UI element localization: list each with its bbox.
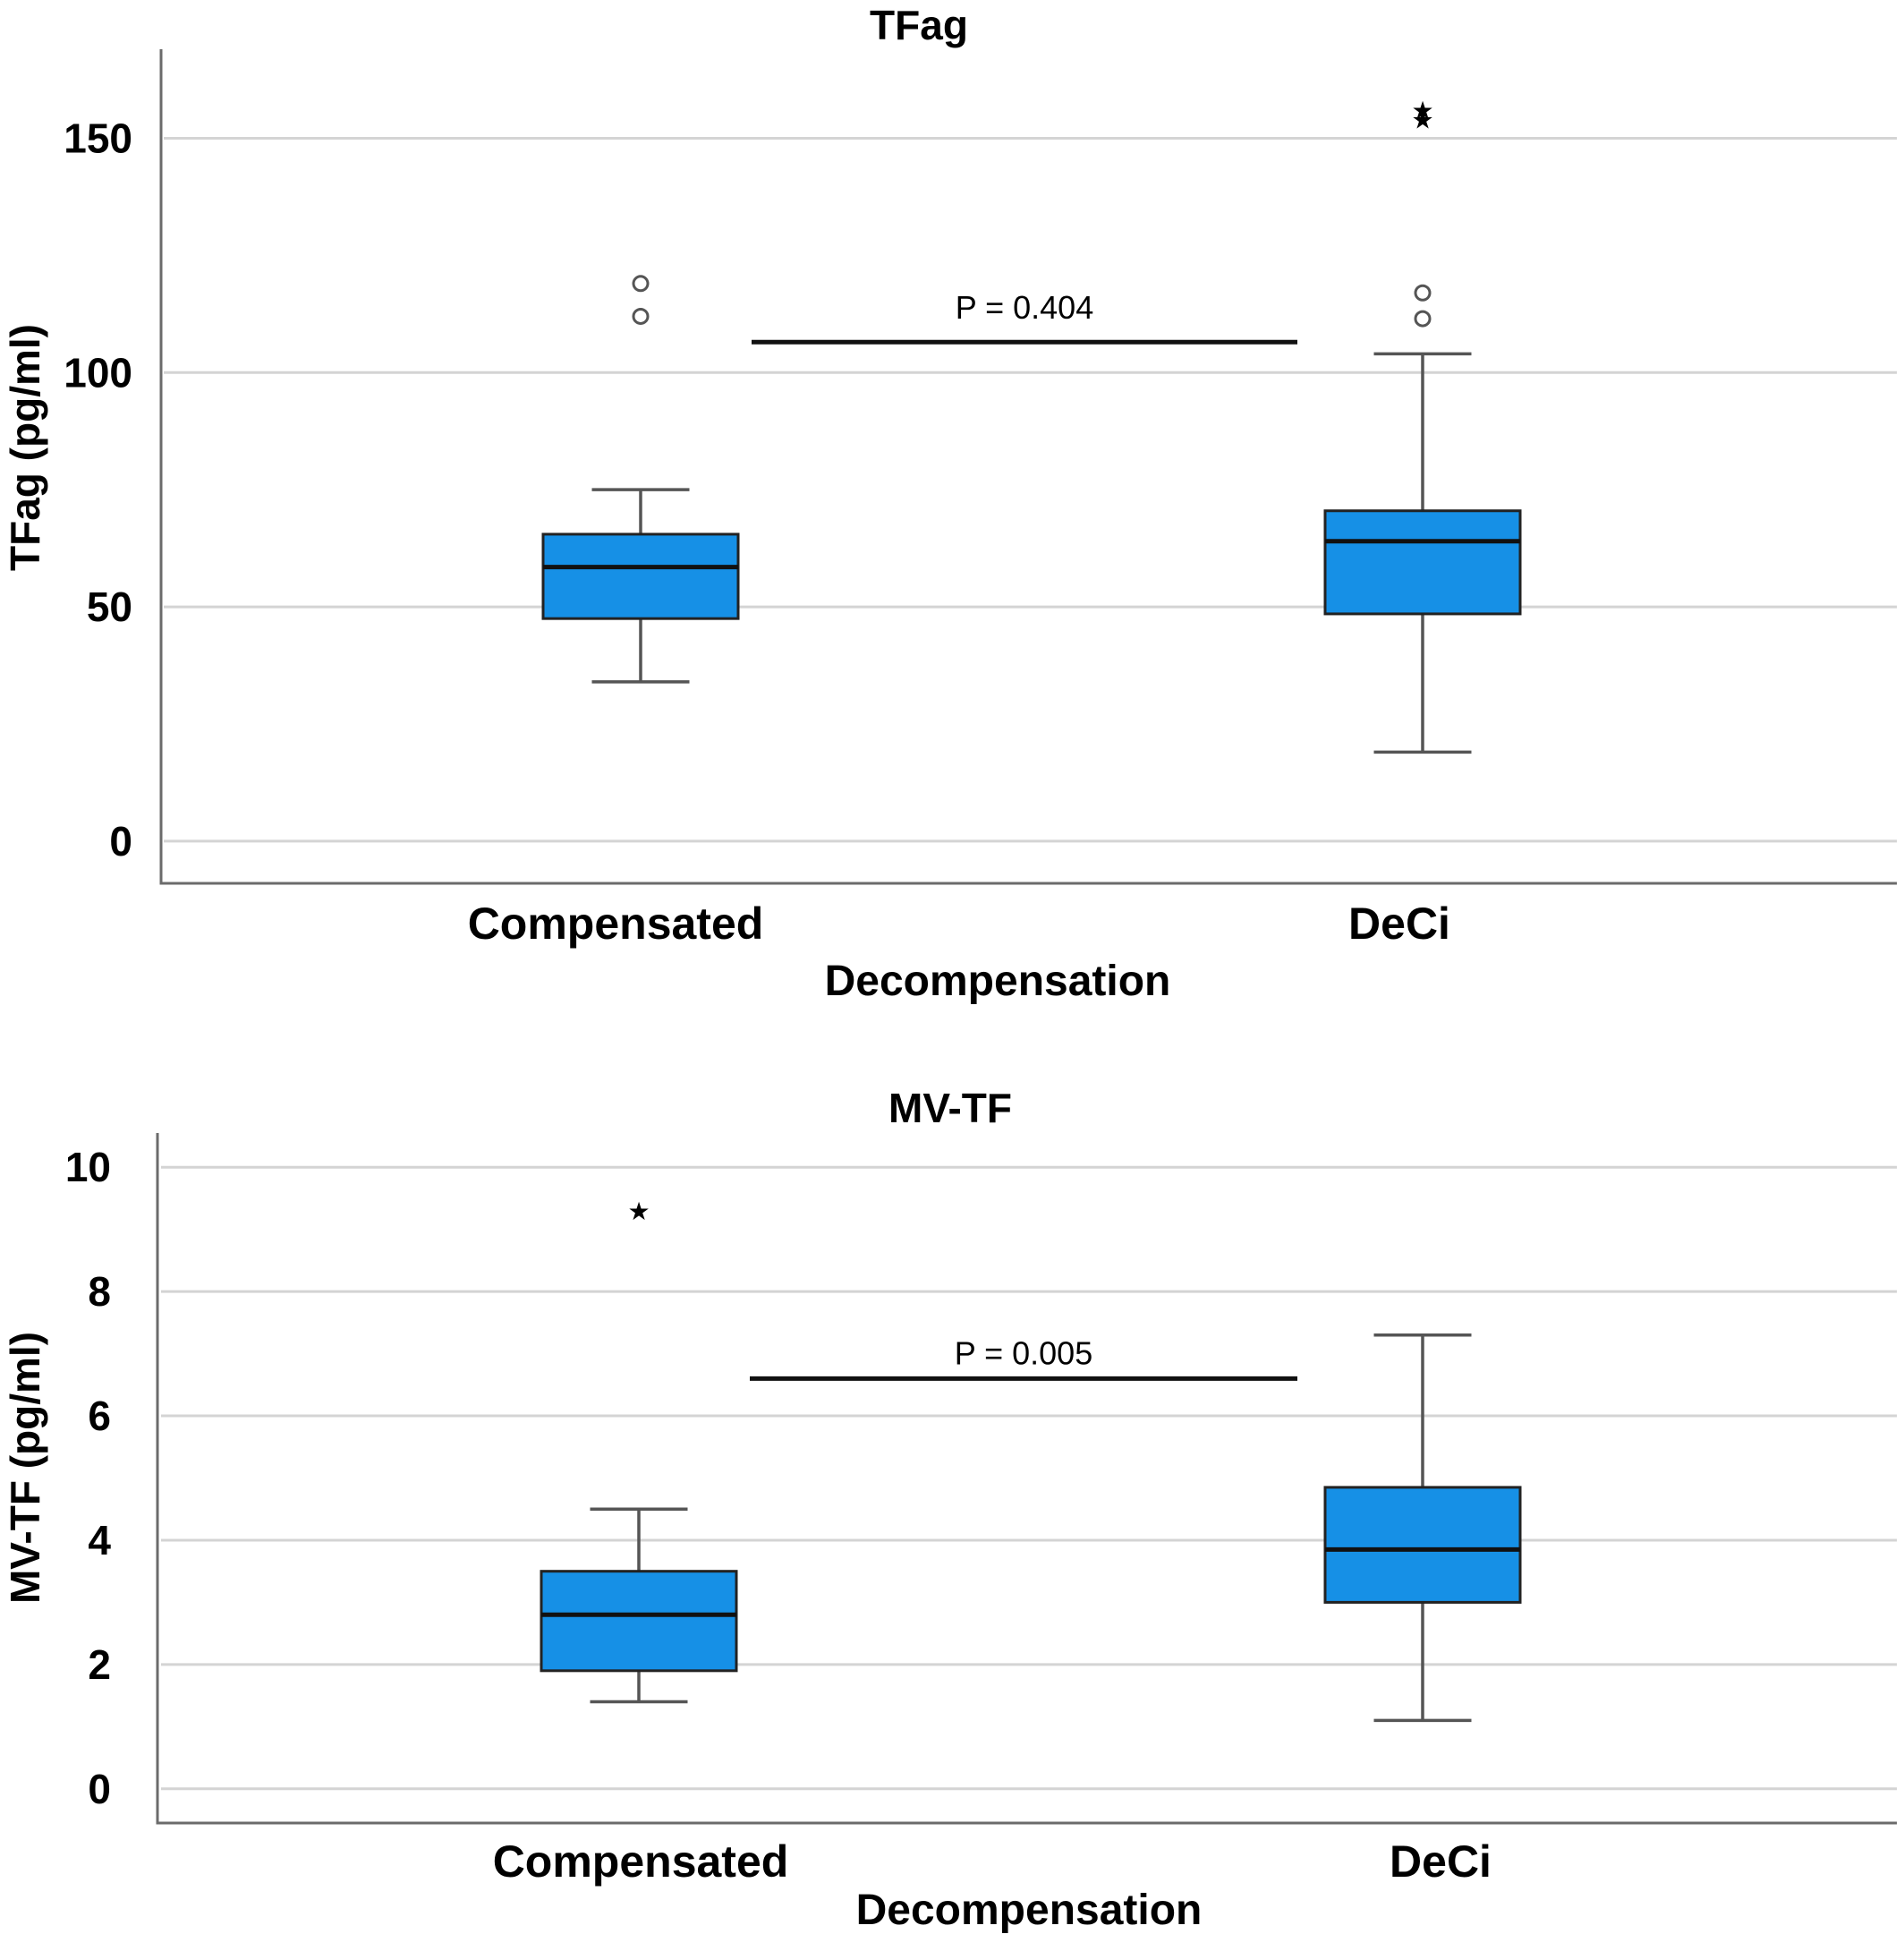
x-category-label: Compensated xyxy=(493,1836,789,1887)
outlier-circle xyxy=(632,307,650,325)
chart-title: TFag xyxy=(870,2,968,48)
x-category-label: DeCi xyxy=(1348,899,1450,949)
x-axis-label: Decompensation xyxy=(856,1887,1203,1934)
y-tick-label: 10 xyxy=(65,1144,111,1190)
y-axis-label: TFag (pg/ml) xyxy=(2,324,48,571)
plot-axes xyxy=(156,1133,1897,1825)
outlier-star: ★ xyxy=(627,1197,650,1225)
y-tick-labels: 0 50 100 150 xyxy=(64,115,132,864)
box-plots: ★★ xyxy=(541,97,1522,754)
y-tick-label: 2 xyxy=(88,1641,111,1688)
significance-annotation: P = 0.005 xyxy=(750,1334,1297,1381)
box-plot-compensated xyxy=(541,275,740,684)
p-value-label: P = 0.005 xyxy=(955,1334,1092,1371)
iqr-box xyxy=(1323,1486,1522,1604)
y-tick-label: 50 xyxy=(87,584,132,630)
y-tick-label: 100 xyxy=(64,349,132,396)
y-tick-label: 0 xyxy=(88,1766,111,1812)
x-category-label: Compensated xyxy=(468,899,764,949)
box-plot-deci: ★★ xyxy=(1323,97,1522,754)
y-axis-label: MV-TF (pg/ml) xyxy=(2,1332,48,1604)
plot-axes xyxy=(159,49,1897,885)
gridlines xyxy=(161,1165,1897,1791)
iqr-box xyxy=(540,1570,738,1673)
x-category-label: DeCi xyxy=(1390,1836,1492,1887)
y-tick-label: 4 xyxy=(88,1517,111,1563)
x-axis-label: Decompensation xyxy=(825,958,1171,1005)
outlier-circle xyxy=(1414,310,1432,328)
y-tick-label: 8 xyxy=(88,1268,111,1315)
outlier-star: ★ xyxy=(1411,106,1433,134)
iqr-box xyxy=(541,532,740,620)
iqr-box xyxy=(1323,509,1522,616)
y-tick-label: 0 xyxy=(109,818,132,865)
chart-title: MV-TF xyxy=(888,1085,1012,1131)
y-tick-label: 150 xyxy=(64,115,132,161)
outlier-circle xyxy=(632,275,650,293)
box-plots: ★ xyxy=(540,1197,1522,1723)
chart-mv-tf: MV-TF 0 2 4 6 8 10 ★ P = 0.005 Compensated De… xyxy=(2,1085,1897,1934)
significance-annotation: P = 0.404 xyxy=(752,289,1297,345)
outlier-star: ★ xyxy=(1411,97,1433,124)
box-plot-compensated: ★ xyxy=(540,1197,738,1704)
p-value-label: P = 0.404 xyxy=(956,289,1093,326)
y-tick-label: 6 xyxy=(88,1393,111,1439)
gridlines xyxy=(164,136,1897,843)
outlier-circle xyxy=(1414,284,1432,302)
box-plot-deci xyxy=(1323,1333,1522,1723)
y-tick-labels: 0 2 4 6 8 10 xyxy=(65,1144,112,1812)
